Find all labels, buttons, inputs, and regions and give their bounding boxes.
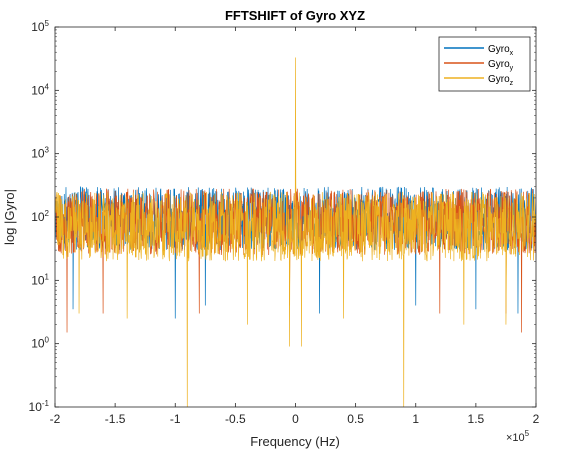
chart-title: FFTSHIFT of Gyro XYZ: [225, 8, 365, 23]
x-axis-label: Frequency (Hz): [250, 434, 340, 449]
y-tick-label: 100: [31, 336, 49, 351]
x-axis-multiplier: ×105: [506, 429, 530, 444]
x-tick-label: 0: [292, 412, 299, 426]
legend: Gyrox Gyroy Gyroz: [438, 36, 531, 92]
y-tick-label: 101: [31, 272, 49, 287]
y-tick-label: 104: [31, 82, 49, 97]
x-tick-label: -2: [50, 412, 61, 426]
y-tick-label: 105: [31, 19, 49, 34]
x-tick-label: 2: [533, 412, 540, 426]
legend-label-z: Gyroz: [488, 74, 514, 87]
series-line-z: [55, 57, 536, 407]
legend-label-x: Gyrox: [488, 44, 514, 57]
legend-label-y: Gyroy: [488, 59, 514, 72]
x-tick-label: 1.5: [468, 412, 485, 426]
x-tick-label: 0.5: [347, 412, 364, 426]
y-axis: 10-1 100 101 102 103 104 105: [29, 19, 536, 414]
x-tick-label: -1: [170, 412, 181, 426]
legend-box: [438, 36, 531, 92]
y-tick-label: 10-1: [29, 399, 50, 414]
y-axis-label: log |Gyro|: [2, 189, 17, 245]
x-axis: -2 -1.5 -1 -0.5 0 0.5 1 1.5 2: [50, 27, 540, 426]
y-tick-label: 103: [31, 146, 49, 161]
y-tick-label: 102: [31, 209, 49, 224]
series-layer: [55, 57, 536, 407]
x-tick-label: -0.5: [225, 412, 246, 426]
x-tick-label: 1: [412, 412, 419, 426]
x-tick-label: -1.5: [105, 412, 126, 426]
